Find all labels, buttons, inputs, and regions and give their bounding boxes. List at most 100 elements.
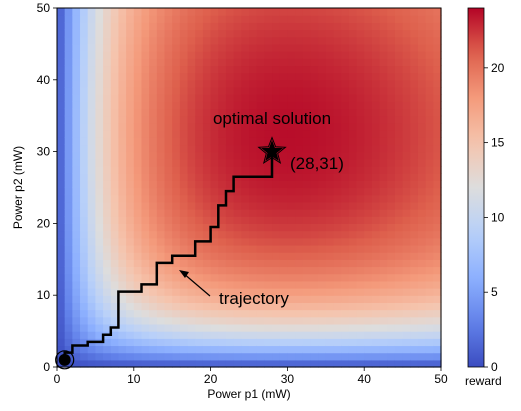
- heatmap-cell: [394, 165, 404, 174]
- heatmap-cell: [241, 8, 250, 16]
- heatmap-cell: [425, 144, 434, 153]
- heatmap-cell: [118, 302, 127, 311]
- start-outer-ring: [55, 350, 75, 370]
- heatmap-cell: [233, 101, 242, 110]
- heatmap-cell: [210, 22, 219, 31]
- heatmap-cell: [195, 144, 204, 153]
- heatmap-cell: [333, 165, 342, 174]
- heatmap-cell: [433, 316, 442, 325]
- heatmap-cell: [387, 266, 396, 275]
- heatmap-cell: [133, 180, 143, 189]
- heatmap-cell: [325, 58, 335, 67]
- heatmap-cell: [133, 108, 143, 117]
- heatmap-cell: [417, 295, 427, 303]
- heatmap-cell: [433, 173, 442, 181]
- heatmap-cell: [172, 137, 181, 146]
- heatmap-cell: [387, 151, 396, 160]
- heatmap-cell: [333, 65, 342, 74]
- heatmap-cell: [341, 144, 350, 153]
- heatmap-cell: [156, 352, 166, 361]
- heatmap-cell: [433, 165, 442, 174]
- heatmap-cell: [425, 137, 434, 146]
- heatmap-cell: [141, 15, 150, 23]
- heatmap-cell: [348, 252, 358, 260]
- heatmap-cell: [310, 273, 319, 282]
- heatmap-cell: [287, 29, 296, 38]
- heatmap-cell: [417, 15, 427, 23]
- heatmap-cell: [295, 180, 304, 189]
- heatmap-cell: [371, 323, 381, 332]
- heatmap-cell: [72, 137, 81, 146]
- heatmap-cell: [295, 51, 304, 59]
- heatmap-cell: [387, 295, 396, 303]
- heatmap-cell: [417, 280, 427, 289]
- heatmap-cell: [325, 309, 335, 318]
- heatmap-cell: [195, 151, 204, 160]
- heatmap-cell: [233, 187, 242, 196]
- heatmap-cell: [225, 36, 235, 45]
- optimal-solution-label: optimal solution: [213, 109, 331, 128]
- heatmap-cell: [356, 15, 365, 23]
- heatmap-cell: [72, 43, 81, 52]
- heatmap-cell: [310, 51, 319, 59]
- heatmap-cell: [133, 352, 143, 361]
- heatmap-cell: [325, 187, 335, 196]
- heatmap-cell: [394, 144, 404, 153]
- heatmap-cell: [103, 94, 112, 102]
- heatmap-cell: [410, 309, 419, 318]
- heatmap-cell: [233, 15, 242, 23]
- heatmap-cell: [410, 165, 419, 174]
- heatmap-cell: [371, 359, 381, 368]
- heatmap-cell: [379, 280, 388, 289]
- heatmap-cell: [364, 187, 373, 196]
- heatmap-cell: [333, 29, 342, 38]
- heatmap-cell: [341, 65, 350, 74]
- heatmap-cell: [287, 108, 296, 117]
- heatmap-cell: [410, 115, 419, 124]
- heatmap-cell: [249, 338, 258, 347]
- heatmap-cell: [279, 122, 288, 131]
- heatmap-cell: [356, 331, 365, 339]
- heatmap-cell: [179, 108, 189, 117]
- heatmap-cell: [371, 201, 381, 210]
- heatmap-cell: [279, 108, 288, 117]
- heatmap-cell: [425, 352, 434, 361]
- heatmap-cell: [364, 338, 373, 347]
- heatmap-cell: [57, 58, 66, 67]
- heatmap-cell: [164, 187, 173, 196]
- heatmap-cell: [402, 302, 411, 311]
- heatmap-cell: [256, 58, 265, 67]
- heatmap-cell: [394, 259, 404, 268]
- heatmap-cell: [72, 266, 81, 275]
- heatmap-cell: [325, 151, 335, 160]
- heatmap-cell: [118, 94, 127, 102]
- heatmap-cell: [249, 295, 258, 303]
- heatmap-cell: [310, 79, 319, 88]
- heatmap-cell: [141, 8, 150, 16]
- heatmap-cell: [179, 259, 189, 268]
- heatmap-cell: [295, 273, 304, 282]
- heatmap-cell: [394, 22, 404, 31]
- heatmap-cell: [394, 323, 404, 332]
- heatmap-cell: [325, 201, 335, 210]
- heatmap-cell: [126, 86, 135, 95]
- heatmap-cell: [379, 230, 388, 239]
- heatmap-cell: [310, 194, 319, 203]
- heatmap-cell: [118, 115, 127, 124]
- heatmap-cell: [218, 273, 227, 282]
- heatmap-cell: [379, 259, 388, 268]
- heatmap-cell: [156, 72, 166, 81]
- heatmap-cell: [80, 302, 89, 311]
- heatmap-cell: [110, 72, 120, 81]
- heatmap-cell: [387, 259, 396, 268]
- heatmap-cell: [333, 331, 342, 339]
- heatmap-cell: [279, 201, 288, 210]
- heatmap-cell: [410, 295, 419, 303]
- heatmap-cell: [133, 259, 143, 268]
- heatmap-cell: [364, 15, 373, 23]
- heatmap-cell: [64, 72, 73, 81]
- heatmap-cell: [225, 252, 235, 260]
- heatmap-cell: [187, 316, 196, 325]
- heatmap-cell: [249, 58, 258, 67]
